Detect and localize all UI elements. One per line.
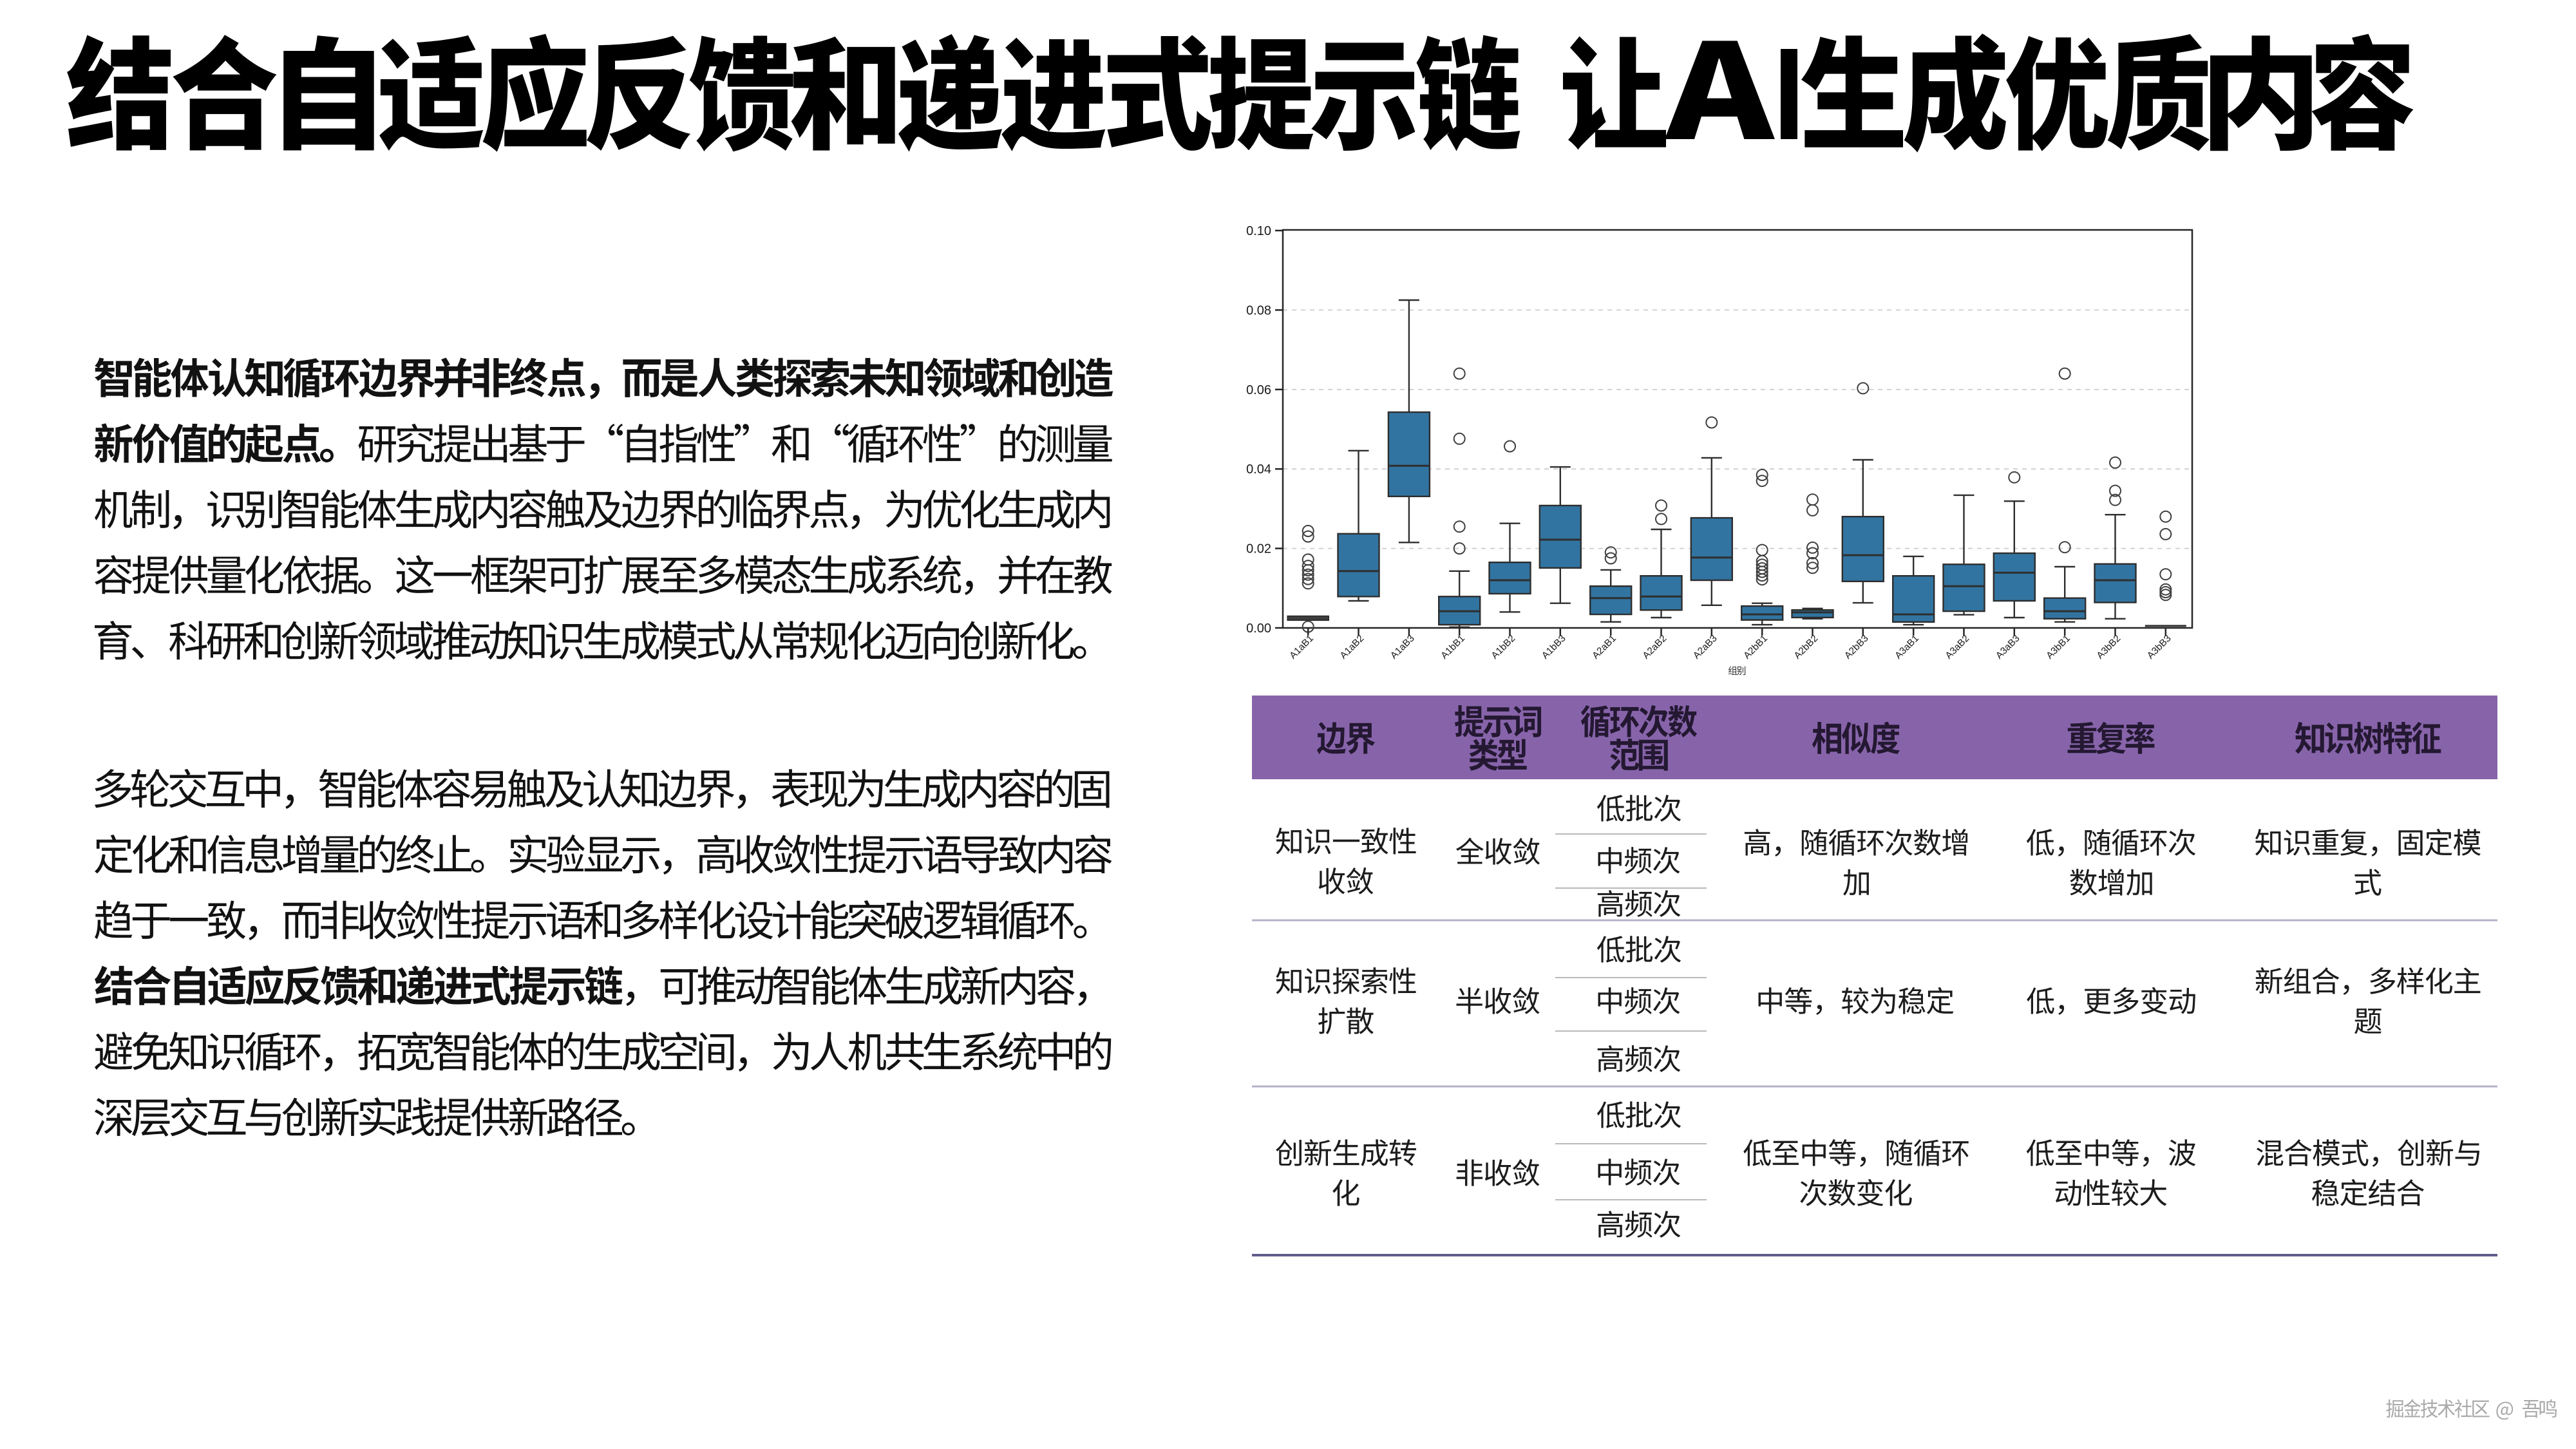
svg-text:0.06: 0.06 (1246, 383, 1271, 397)
svg-text:0.10: 0.10 (1246, 224, 1271, 238)
svg-text:0.04: 0.04 (1246, 462, 1271, 477)
svg-text:0.08: 0.08 (1246, 303, 1271, 317)
svg-text:0.02: 0.02 (1246, 542, 1271, 556)
svg-text:0.00: 0.00 (1246, 621, 1271, 636)
